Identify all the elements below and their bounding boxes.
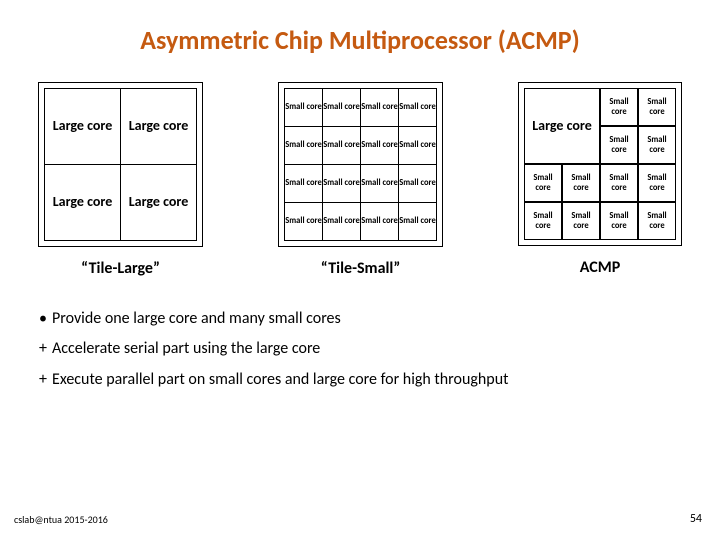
tile-small-label: “Tile-Small” (321, 259, 401, 278)
small-core-cell: Small core (361, 165, 399, 203)
acmp-small-core: Small core (638, 164, 676, 202)
diagrams-row: Large core Large core Large core Large c… (30, 82, 690, 278)
small-core-cell: Small core (399, 203, 437, 241)
small-core-cell: Small core (399, 89, 437, 127)
small-core-cell: Small core (361, 127, 399, 165)
small-core-cell: Small core (285, 165, 323, 203)
small-core-cell: Small core (323, 127, 361, 165)
footer-page-number: 54 (690, 512, 702, 526)
acmp-small-core: Small core (524, 164, 562, 202)
bullet-text: Accelerate serial part using the large c… (52, 334, 320, 364)
tile-large-chip: Large core Large core Large core Large c… (38, 82, 203, 247)
acmp-small-core: Small core (562, 164, 600, 202)
acmp-chip: Large coreSmall coreSmall coreSmall core… (518, 82, 682, 246)
tile-large-table: Large core Large core Large core Large c… (44, 88, 197, 241)
small-core-cell: Small core (361, 89, 399, 127)
acmp-label: ACMP (580, 258, 620, 277)
acmp-small-core: Small core (524, 202, 562, 240)
tile-small-table: Small coreSmall coreSmall coreSmall core… (284, 88, 437, 241)
acmp-small-core: Small core (638, 202, 676, 240)
bullet-row: •Provide one large core and many small c… (34, 304, 686, 334)
tile-large-wrap: Large core Large core Large core Large c… (38, 82, 203, 278)
acmp-small-core: Small core (600, 126, 638, 164)
acmp-small-core: Small core (600, 164, 638, 202)
large-core-cell: Large core (45, 165, 121, 241)
small-core-cell: Small core (323, 203, 361, 241)
page-title: Asymmetric Chip Multiprocessor (ACMP) (30, 24, 690, 56)
small-core-cell: Small core (285, 203, 323, 241)
small-core-cell: Small core (285, 127, 323, 165)
acmp-grid: Large coreSmall coreSmall coreSmall core… (524, 88, 676, 240)
acmp-small-core: Small core (638, 88, 676, 126)
bullet-row: +Accelerate serial part using the large … (34, 334, 686, 364)
small-core-cell: Small core (361, 203, 399, 241)
bullet-marker: + (34, 334, 52, 364)
tile-small-chip: Small coreSmall coreSmall coreSmall core… (278, 82, 443, 247)
acmp-small-core: Small core (562, 202, 600, 240)
acmp-large-core: Large core (524, 88, 600, 164)
bullet-list: •Provide one large core and many small c… (30, 304, 690, 395)
small-core-cell: Small core (323, 165, 361, 203)
bullet-marker: • (34, 304, 52, 334)
small-core-cell: Small core (285, 89, 323, 127)
large-core-cell: Large core (121, 89, 197, 165)
acmp-small-core: Small core (600, 202, 638, 240)
footer-left: cslab@ntua 2015-2016 (14, 513, 108, 526)
tile-large-label: “Tile-Large” (81, 259, 160, 278)
large-core-cell: Large core (121, 165, 197, 241)
bullet-text: Execute parallel part on small cores and… (52, 365, 508, 395)
acmp-small-core: Small core (638, 126, 676, 164)
large-core-cell: Large core (45, 89, 121, 165)
small-core-cell: Small core (323, 89, 361, 127)
tile-small-wrap: Small coreSmall coreSmall coreSmall core… (278, 82, 443, 278)
bullet-row: +Execute parallel part on small cores an… (34, 365, 686, 395)
small-core-cell: Small core (399, 127, 437, 165)
bullet-marker: + (34, 365, 52, 395)
acmp-small-core: Small core (600, 88, 638, 126)
small-core-cell: Small core (399, 165, 437, 203)
acmp-wrap: Large coreSmall coreSmall coreSmall core… (518, 82, 682, 277)
bullet-text: Provide one large core and many small co… (52, 304, 341, 334)
